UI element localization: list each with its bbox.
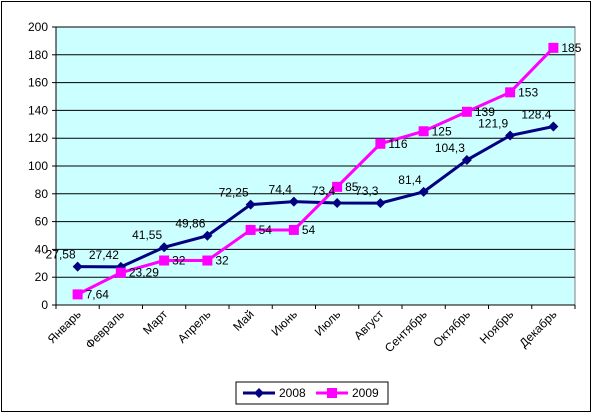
data-label-2008: 49,86 xyxy=(175,217,205,231)
data-label-2008: 104,3 xyxy=(435,141,465,155)
point-2008 xyxy=(461,155,472,166)
y-tick-label: 60 xyxy=(35,215,49,229)
point-2009 xyxy=(505,87,516,98)
data-label-2009: 139 xyxy=(475,105,495,119)
point-2008 xyxy=(505,130,516,141)
point-2008 xyxy=(72,261,83,272)
point-2009 xyxy=(418,126,429,137)
point-2009 xyxy=(72,289,83,300)
x-tick-label: Февраль xyxy=(83,307,127,351)
y-tick-label: 100 xyxy=(28,159,48,173)
point-2009 xyxy=(375,138,386,149)
x-tick-label: Январь xyxy=(45,307,84,346)
point-2009 xyxy=(461,106,472,117)
point-2009 xyxy=(202,255,213,266)
data-label-2008: 41,55 xyxy=(132,228,162,242)
data-label-2009: 153 xyxy=(518,85,538,99)
point-2008 xyxy=(202,230,213,241)
y-tick-label: 40 xyxy=(35,242,49,256)
legend-marker-2009 xyxy=(327,388,337,398)
legend-label-2008: 2008 xyxy=(279,386,306,400)
y-tick-label: 180 xyxy=(28,48,48,62)
data-label-2009: 116 xyxy=(388,137,407,151)
point-2008 xyxy=(288,196,299,207)
legend: 2008 2009 xyxy=(235,381,389,405)
data-label-2008: 121,9 xyxy=(478,117,508,131)
x-tick-label: Ноябрь xyxy=(477,307,516,346)
y-tick-label: 80 xyxy=(35,187,49,201)
data-labels: 27,58 27,42 41,55 49,86 72,25 74,4 73,4 73,3 81,… xyxy=(46,41,582,302)
x-tick-label: Май xyxy=(230,307,257,334)
data-label-2009: 125 xyxy=(432,124,452,138)
x-tick-label: Март xyxy=(140,307,171,338)
y-tick-label: 120 xyxy=(28,131,48,145)
data-label-2008: 81,4 xyxy=(398,173,422,187)
point-2009 xyxy=(245,224,256,235)
point-2009 xyxy=(159,255,170,266)
point-2008 xyxy=(375,198,386,209)
x-tick-label: Апрель xyxy=(175,307,214,346)
legend-label-2009: 2009 xyxy=(352,386,379,400)
point-2008 xyxy=(245,199,256,210)
x-tick-label: Декабрь xyxy=(517,307,560,350)
y-tick-label: 140 xyxy=(28,103,48,117)
point-2009 xyxy=(332,181,343,192)
data-label-2009: 32 xyxy=(215,254,229,268)
data-label-2008: 73,4 xyxy=(312,184,336,198)
data-label-2009: 185 xyxy=(561,41,581,55)
data-label-2009: 54 xyxy=(302,223,316,237)
y-tick-label: 160 xyxy=(28,76,48,90)
data-label-2008: 74,4 xyxy=(269,183,293,197)
data-label-2009: 85 xyxy=(345,180,359,194)
point-2008 xyxy=(418,186,429,197)
legend-box xyxy=(235,381,389,405)
data-label-2008: 128,4 xyxy=(521,108,551,122)
legend-marker-2008 xyxy=(254,388,264,398)
data-label-2008: 73,3 xyxy=(355,184,379,198)
series-layer xyxy=(72,42,559,300)
x-tick-label: Август xyxy=(351,307,387,343)
y-tick-label: 0 xyxy=(41,298,48,312)
gridlines xyxy=(56,26,575,278)
data-label-2008: 72,25 xyxy=(219,186,249,200)
point-2009 xyxy=(288,224,299,235)
data-label-2009: 54 xyxy=(259,223,273,237)
x-tick-label: Июнь xyxy=(269,307,300,338)
data-label-2009: 7,64 xyxy=(86,287,110,301)
point-2008 xyxy=(548,121,559,132)
y-tick-label: 20 xyxy=(35,270,49,284)
y-tick-label: 200 xyxy=(28,20,48,34)
data-label-2008: 27,58 xyxy=(46,248,76,262)
x-tick-label: Октябрь xyxy=(430,307,473,350)
data-label-2009: 23,29 xyxy=(129,266,159,280)
point-2009 xyxy=(115,267,126,278)
data-label-2008: 27,42 xyxy=(89,248,119,262)
series-line-2009 xyxy=(76,46,555,296)
series-line-2008 xyxy=(77,125,554,269)
y-axis: 0 20 40 60 80 100 120 140 160 180 200 xyxy=(28,20,57,312)
data-label-2009: 32 xyxy=(172,254,186,268)
point-2008 xyxy=(159,242,170,253)
point-2009 xyxy=(548,42,559,53)
x-tick-label: Сентябрь xyxy=(382,307,430,355)
x-tick-label: Июль xyxy=(312,307,344,339)
point-2008 xyxy=(332,197,343,208)
